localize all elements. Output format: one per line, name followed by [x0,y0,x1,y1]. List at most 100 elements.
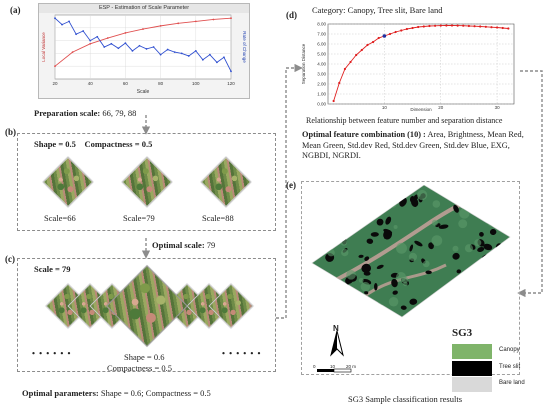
panel-e-caption: SG3 Sample classification results [348,394,463,404]
canopy-crown [379,196,387,203]
panel-c-compactness: Compactness = 0.5 [107,363,172,373]
optimal-params-value: Shape = 0.6; Compactness = 0.5 [100,388,211,398]
optimal-scale: Optimal scale: 79 [152,240,215,250]
tree-slit-patch [352,194,362,204]
tree-slit-patch [385,216,392,225]
esp-point [96,35,99,38]
sep-point [445,24,448,27]
legend-label-tree-slit: Tree slit [499,364,521,370]
esp-point [117,47,120,50]
sep-point [490,26,493,29]
sep-point [338,81,341,85]
scale-label-66: Scale=66 [44,213,76,223]
separation-chart: 0.00 1.00 2.00 3.00 4.00 5.00 6.00 7.00 8.00 10 2… [301,22,515,112]
esp-x-tick: 120 [227,81,235,86]
sep-y-tick: 1.00 [317,92,326,97]
sep-point [343,67,347,71]
esp-point [89,39,92,42]
esp-point [208,53,211,56]
canopy-crown [487,216,497,227]
sep-point [456,24,459,27]
esp-point [106,37,109,39]
sep-point [422,25,425,28]
canopy-crown [325,219,331,225]
tree-slit-patch [480,259,485,264]
canopy-crown [395,272,407,283]
scale-bar [317,368,352,373]
category-label: Category: Canopy, Tree slit, Bare land [312,5,443,15]
sep-point [388,32,392,36]
esp-point [138,44,141,47]
tree-slit-patch [338,225,345,234]
panel-d-letter: (d) [286,10,297,20]
sep-x-label: Dimension [410,107,432,112]
esp-point [54,65,56,68]
panel-b-box [17,133,276,231]
esp-point [54,17,56,20]
canopy-crown [464,244,474,253]
tree-slit-patch [338,198,343,204]
esp-point [223,56,225,59]
tree-slit-patch [364,256,370,261]
sep-point [332,99,335,103]
esp-point [103,46,106,48]
tree-slit-patch [323,233,331,240]
tree-slit-patch [483,243,493,251]
panel-a-letter: (a) [10,5,21,15]
esp-point [201,58,204,61]
esp-window-title: ESP - Estimation of Scale Parameter [39,4,249,13]
tree-slit-patch [453,204,459,213]
esp-point [145,48,148,50]
esp-point [110,42,113,45]
tree-slit-patch [470,278,478,288]
dots-right: • • • • • • [222,348,262,358]
sep-y-tick: 5.00 [317,52,326,57]
esp-chart: 20 40 60 80 100 120 Scale Local Variance Rate… [41,14,247,95]
scale-label-79: Scale=79 [123,213,155,223]
sep-point [439,24,442,27]
esp-point [216,61,218,64]
esp-point [159,24,162,27]
sep-point [400,29,403,32]
panel-e-letter: (e) [286,180,296,190]
esp-chart-window: ESP - Estimation of Scale Parameter 20 40… [38,3,250,99]
tree-slit-patch [391,278,398,288]
sep-point [417,25,420,29]
sep-point [371,40,375,44]
canopy-crown [373,302,383,312]
esp-point [124,42,127,45]
tree-slit-patch [461,274,467,282]
sep-y-tick: 7.00 [317,32,326,37]
tree-slit-patch [496,268,502,276]
tree-slit-patch [364,291,369,295]
canopy-crown [432,200,441,208]
canopy-crown [375,310,380,315]
canopy-crown [452,292,462,302]
canopy-crown [327,248,335,257]
tree-slit-patch [447,304,453,312]
canopy-crown [408,252,418,262]
north-label: N [333,324,339,333]
sep-point [377,36,380,40]
esp-point [89,42,92,45]
tree-slit-patch [452,252,460,260]
tree-slit-patch [479,231,484,237]
esp-x-tick: 100 [192,81,200,86]
tree-slit-patch [358,254,364,258]
canopy-crown [340,206,345,212]
sep-point [473,25,476,28]
scale-label-88: Scale=88 [202,213,234,223]
sep-y-tick: 6.00 [317,42,326,47]
canopy-crown [361,187,374,200]
sep-point [349,60,352,64]
classification-map [311,185,511,318]
sep-x-tick: 30 [495,105,501,110]
sep-y-tick: 2.00 [317,82,326,87]
esp-y-right-label: Rate of Change [242,31,247,63]
sep-point [501,26,504,30]
feature-list: Area, Brightness, Mean Red, Mean Green, … [302,130,524,160]
panel-c-letter: (c) [5,254,15,264]
sep-point [495,26,499,29]
canopy-crown [346,269,356,280]
scale-tick-10: 10 [330,364,336,369]
